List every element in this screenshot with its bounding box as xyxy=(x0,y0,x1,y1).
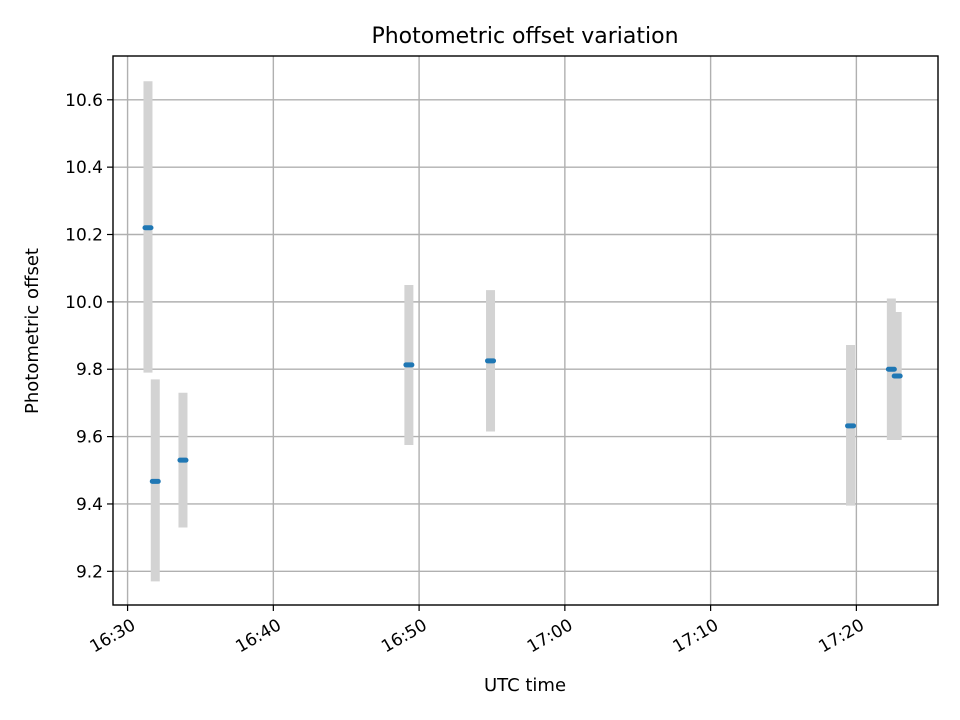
grid xyxy=(113,56,938,605)
y-tick-label: 10.6 xyxy=(65,91,103,111)
x-tick-label: 17:20 xyxy=(815,615,867,657)
x-tick-label: 16:50 xyxy=(378,615,430,657)
y-axis-label: Photometric offset xyxy=(22,248,43,414)
y-tick-label: 10.0 xyxy=(65,293,103,313)
y-tick-label: 9.4 xyxy=(76,495,103,515)
x-axis-label: UTC time xyxy=(484,675,566,696)
axis-ticks: 16:30 16:40 16:50 17:00 17:10 17:20 9.2 9.4 9.6 9… xyxy=(65,91,868,657)
y-tick-label: 10.2 xyxy=(65,226,103,246)
data-points xyxy=(142,225,903,484)
x-tick-label: 17:00 xyxy=(524,615,576,657)
plot-frame xyxy=(112,55,939,606)
x-tick-label: 17:10 xyxy=(670,615,722,657)
x-tick-label: 16:40 xyxy=(232,615,284,657)
error-bars xyxy=(143,81,902,582)
y-tick-label: 10.4 xyxy=(65,158,103,178)
chart-title: Photometric offset variation xyxy=(371,24,678,49)
y-tick-label: 9.8 xyxy=(76,360,103,380)
y-tick-label: 9.2 xyxy=(76,562,103,582)
x-tick-label: 16:30 xyxy=(87,615,139,657)
y-tick-label: 9.6 xyxy=(76,428,103,448)
